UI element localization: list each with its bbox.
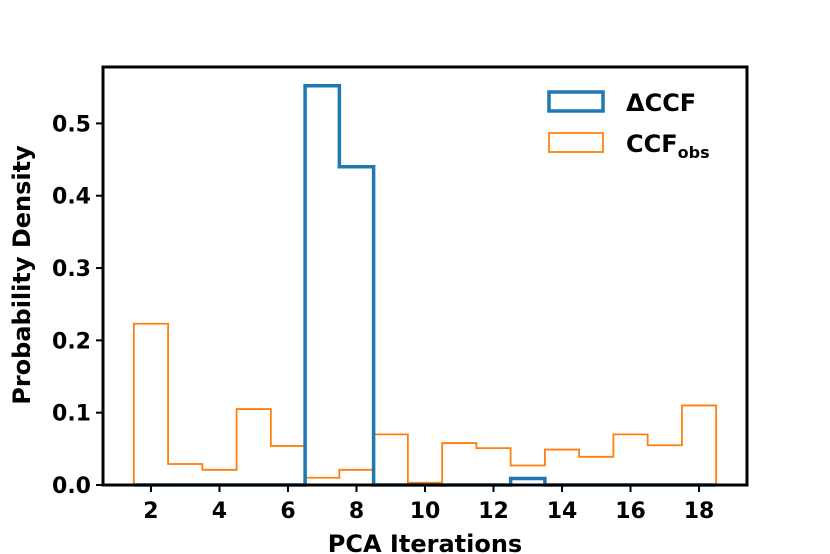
x-tick-label: 18 (684, 499, 715, 524)
y-tick-label: 0.4 (52, 185, 91, 210)
y-axis-ticks: 0.0 0.1 0.2 0.3 0.4 0.5 (52, 112, 103, 499)
x-tick-label: 10 (410, 499, 441, 524)
x-axis-label: PCA Iterations (328, 530, 522, 554)
legend-swatch-ccf-obs (548, 132, 604, 153)
y-tick-label: 0.3 (52, 257, 91, 282)
x-axis-ticks: 2 4 6 8 10 12 14 16 18 (143, 485, 714, 524)
x-tick-label: 6 (280, 499, 295, 524)
y-tick-label: 0.0 (52, 474, 91, 499)
y-tick-label: 0.5 (52, 112, 91, 137)
x-tick-label: 16 (615, 499, 646, 524)
legend: ΔCCF CCFobs (547, 89, 710, 162)
x-tick-label: 4 (212, 499, 227, 524)
histogram-series-1 (132, 322, 718, 485)
y-axis-label: Probability Density (8, 145, 36, 405)
legend-swatch-delta-ccf (547, 90, 605, 113)
x-tick-label: 8 (349, 499, 364, 524)
y-tick-label: 0.2 (52, 329, 91, 354)
y-tick-label: 0.1 (52, 402, 91, 427)
x-tick-label: 14 (547, 499, 578, 524)
x-tick-label: 2 (143, 499, 158, 524)
legend-label-ccf-obs: CCFobs (626, 130, 710, 162)
x-tick-label: 12 (478, 499, 509, 524)
legend-label-delta-ccf: ΔCCF (626, 89, 696, 117)
